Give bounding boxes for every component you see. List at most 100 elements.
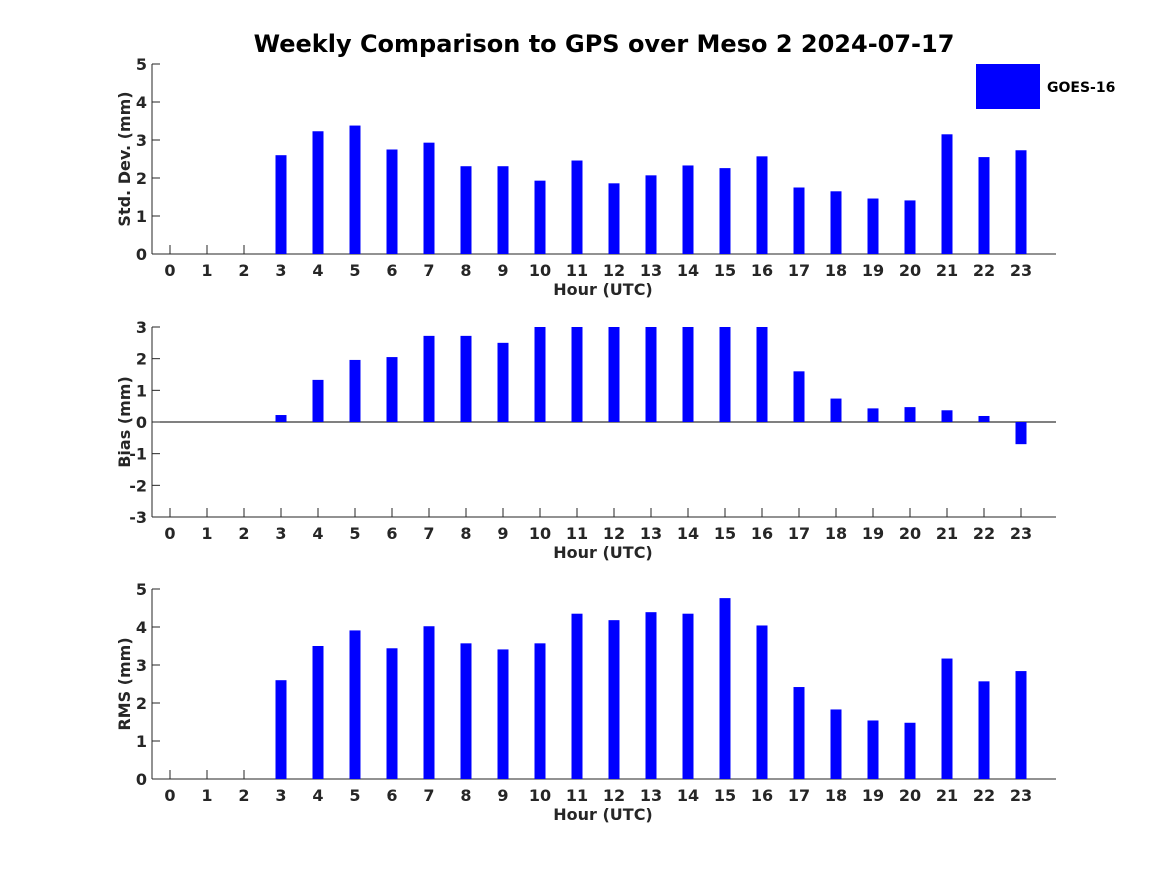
x-tick-label: 12 xyxy=(603,261,625,280)
x-tick-label: 16 xyxy=(751,524,773,543)
x-tick-label: 15 xyxy=(714,261,736,280)
y-axis-label: Std. Dev. (mm) xyxy=(115,91,134,226)
x-tick-label: 6 xyxy=(386,524,397,543)
x-tick-label: 14 xyxy=(677,524,699,543)
x-tick-label: 17 xyxy=(788,261,810,280)
bar-hour-23 xyxy=(1015,150,1027,254)
y-tick-label: 0 xyxy=(136,245,147,264)
bar-hour-18 xyxy=(830,398,842,422)
y-tick-label: 4 xyxy=(136,93,147,112)
x-tick-label: 2 xyxy=(238,786,249,805)
bar-hour-21 xyxy=(941,410,953,422)
x-tick-label: 12 xyxy=(603,524,625,543)
y-tick-label: 5 xyxy=(136,580,147,599)
bar-hour-11 xyxy=(571,613,583,779)
x-tick-label: 15 xyxy=(714,524,736,543)
bar-hour-13 xyxy=(645,327,657,422)
bar-hour-20 xyxy=(904,200,916,254)
y-tick-label: 1 xyxy=(136,732,147,751)
bar-hour-5 xyxy=(349,359,361,422)
x-tick-label: 10 xyxy=(529,524,551,543)
x-tick-label: 5 xyxy=(349,524,360,543)
x-tick-label: 10 xyxy=(529,261,551,280)
bar-hour-13 xyxy=(645,175,657,254)
x-tick-label: 11 xyxy=(566,786,588,805)
x-tick-label: 19 xyxy=(862,524,884,543)
bar-hour-4 xyxy=(312,131,324,254)
x-axis-label: Hour (UTC) xyxy=(553,543,653,562)
y-tick-label: 0 xyxy=(136,770,147,789)
bar-hour-23 xyxy=(1015,671,1027,779)
x-tick-label: 3 xyxy=(275,261,286,280)
y-tick-label: 5 xyxy=(136,55,147,74)
x-tick-label: 11 xyxy=(566,261,588,280)
bar-hour-14 xyxy=(682,327,694,422)
y-tick-label: -2 xyxy=(129,476,147,495)
x-tick-label: 21 xyxy=(936,261,958,280)
bar-hour-12 xyxy=(608,327,620,422)
x-tick-label: 16 xyxy=(751,261,773,280)
bar-hour-21 xyxy=(941,134,953,254)
x-tick-label: 4 xyxy=(312,261,323,280)
y-tick-label: 2 xyxy=(136,169,147,188)
x-tick-label: 9 xyxy=(497,524,508,543)
x-tick-label: 5 xyxy=(349,786,360,805)
y-tick-label: -1 xyxy=(129,445,147,464)
x-tick-label: 19 xyxy=(862,261,884,280)
y-tick-label: 2 xyxy=(136,694,147,713)
bar-hour-3 xyxy=(275,155,287,254)
x-tick-label: 6 xyxy=(386,786,397,805)
x-tick-label: 18 xyxy=(825,261,847,280)
bar-hour-4 xyxy=(312,379,324,422)
x-tick-label: 8 xyxy=(460,261,471,280)
bar-hour-15 xyxy=(719,327,731,422)
legend: GOES-16 xyxy=(976,64,1115,109)
x-tick-label: 10 xyxy=(529,786,551,805)
bar-hour-3 xyxy=(275,680,287,779)
x-tick-label: 1 xyxy=(201,524,212,543)
x-tick-label: 18 xyxy=(825,524,847,543)
x-tick-label: 11 xyxy=(566,524,588,543)
bar-hour-8 xyxy=(460,643,472,779)
x-tick-label: 9 xyxy=(497,786,508,805)
x-tick-label: 23 xyxy=(1010,524,1032,543)
bar-hour-15 xyxy=(719,598,731,779)
bar-hour-9 xyxy=(497,342,509,422)
x-tick-label: 13 xyxy=(640,786,662,805)
y-tick-label: 2 xyxy=(136,350,147,369)
bar-hour-23 xyxy=(1015,422,1027,445)
bar-hour-21 xyxy=(941,658,953,779)
x-tick-label: 20 xyxy=(899,261,921,280)
bar-hour-5 xyxy=(349,630,361,779)
y-tick-label: 3 xyxy=(136,318,147,337)
bar-hour-6 xyxy=(386,648,398,779)
x-tick-label: 4 xyxy=(312,524,323,543)
bar-hour-17 xyxy=(793,371,805,422)
y-axis-label: Bias (mm) xyxy=(115,376,134,468)
bar-hour-10 xyxy=(534,643,546,779)
x-tick-label: 13 xyxy=(640,524,662,543)
bar-hour-13 xyxy=(645,612,657,779)
x-axis-label: Hour (UTC) xyxy=(553,280,653,299)
x-tick-label: 4 xyxy=(312,786,323,805)
x-tick-label: 14 xyxy=(677,261,699,280)
bar-hour-7 xyxy=(423,626,435,779)
bar-hour-20 xyxy=(904,722,916,779)
bar-hour-10 xyxy=(534,180,546,254)
x-tick-label: 23 xyxy=(1010,261,1032,280)
bar-hour-22 xyxy=(978,157,990,254)
x-tick-label: 0 xyxy=(164,524,175,543)
y-tick-label: 1 xyxy=(136,381,147,400)
x-tick-label: 9 xyxy=(497,261,508,280)
x-tick-label: 21 xyxy=(936,786,958,805)
x-tick-label: 7 xyxy=(423,524,434,543)
x-tick-label: 1 xyxy=(201,786,212,805)
bar-hour-10 xyxy=(534,327,546,422)
x-tick-label: 23 xyxy=(1010,786,1032,805)
bar-hour-11 xyxy=(571,327,583,422)
legend-label: GOES-16 xyxy=(1047,80,1115,96)
x-tick-label: 5 xyxy=(349,261,360,280)
bar-hour-12 xyxy=(608,620,620,779)
